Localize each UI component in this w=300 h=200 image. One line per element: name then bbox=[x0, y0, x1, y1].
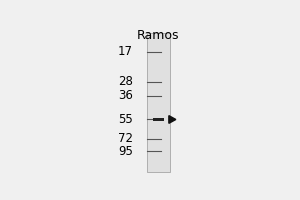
Polygon shape bbox=[169, 116, 176, 123]
Text: 95: 95 bbox=[118, 145, 133, 158]
Text: 17: 17 bbox=[118, 45, 133, 58]
Bar bbox=[147, 33, 170, 172]
Text: 55: 55 bbox=[118, 113, 133, 126]
Bar bbox=[153, 118, 164, 121]
Text: 36: 36 bbox=[118, 89, 133, 102]
Text: 72: 72 bbox=[118, 132, 133, 145]
Text: Ramos: Ramos bbox=[137, 29, 180, 42]
Text: 28: 28 bbox=[118, 75, 133, 88]
